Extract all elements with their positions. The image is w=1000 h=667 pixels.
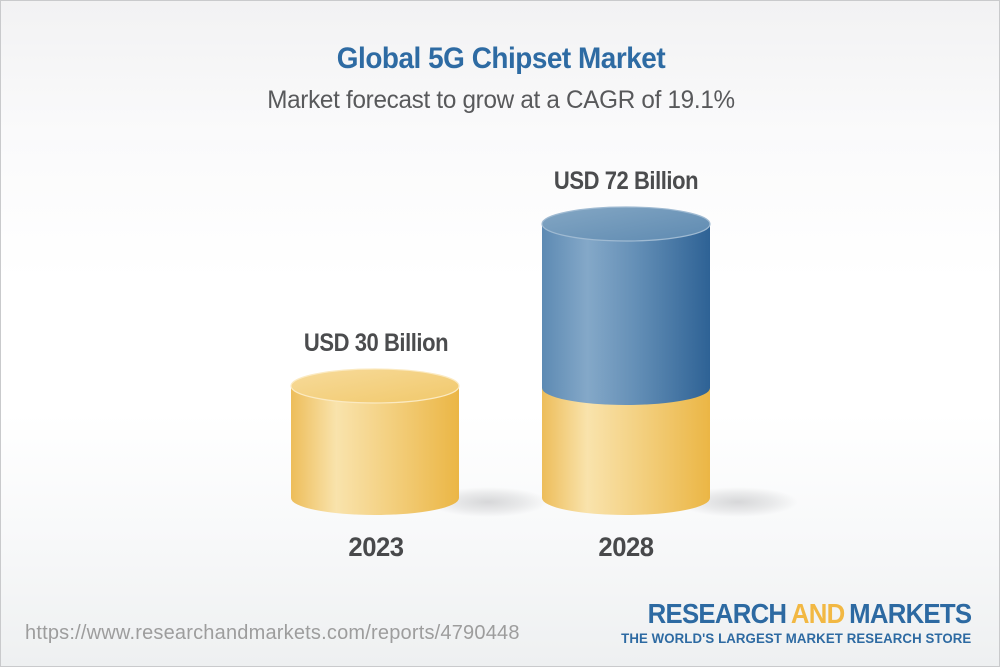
bar-2023-top	[290, 368, 460, 404]
report-url: https://www.researchandmarkets.com/repor…	[25, 622, 520, 644]
logo-wordmark: RESEARCH AND MARKETS	[642, 598, 971, 630]
bar-2023	[290, 368, 460, 515]
value-label-2023: USD 30 Billion	[303, 329, 449, 357]
research-and-markets-logo: RESEARCH AND MARKETS THE WORLD'S LARGEST M…	[614, 598, 972, 646]
bar-2028-base-segment	[542, 388, 710, 515]
logo-word-markets: MARKETS	[848, 598, 972, 629]
bar-2028-top	[541, 206, 711, 242]
category-label-2028: 2028	[598, 532, 654, 562]
bar-2028-growth-segment	[542, 224, 710, 405]
bar-2028	[541, 206, 711, 515]
logo-word-and: AND	[790, 598, 845, 629]
logo-tagline: THE WORLD'S LARGEST MARKET RESEARCH STOR…	[620, 631, 971, 646]
chart-subtitle: Market forecast to grow at a CAGR of 19.…	[267, 86, 735, 114]
logo-word-research: RESEARCH	[647, 598, 786, 629]
chart-title: Global 5G Chipset Market	[336, 42, 666, 75]
value-label-2028: USD 72 Billion	[553, 167, 699, 195]
bar-2023-body	[291, 386, 459, 515]
category-label-2023: 2023	[348, 532, 404, 562]
